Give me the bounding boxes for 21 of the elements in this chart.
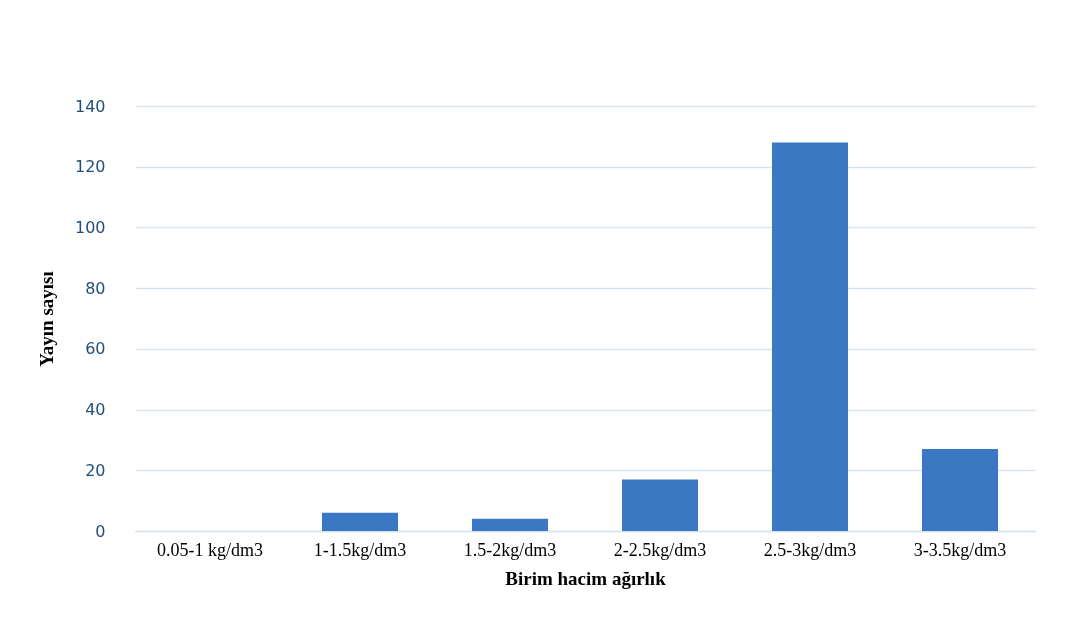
y-tick-label: 140: [74, 96, 106, 116]
bar: [472, 518, 548, 531]
y-tick-label: 100: [74, 217, 106, 237]
x-axis-title: Birim hacim ağırlık: [505, 567, 667, 589]
x-tick-label: 1.5-2kg/dm3: [463, 539, 557, 560]
x-tick-label: 1-1.5kg/dm3: [313, 539, 407, 560]
bar: [622, 479, 698, 531]
y-tick-label: 80: [85, 278, 106, 298]
y-tick-label: 40: [85, 400, 106, 420]
x-tick-label: 0.05-1 kg/dm3: [157, 539, 263, 560]
y-axis-title: Yayın sayısı: [35, 271, 57, 367]
bar: [772, 142, 848, 531]
x-tick-label: 3-3.5kg/dm3: [913, 539, 1007, 560]
y-tick-label: 60: [85, 339, 106, 359]
y-tick-label: 0: [95, 521, 106, 541]
y-tick-label: 120: [74, 157, 106, 177]
y-tick-label: 20: [85, 460, 106, 480]
bar: [922, 449, 998, 531]
x-tick-label: 2-2.5kg/dm3: [613, 539, 707, 560]
x-tick-label: 2.5-3kg/dm3: [763, 539, 857, 560]
bar: [322, 512, 398, 531]
